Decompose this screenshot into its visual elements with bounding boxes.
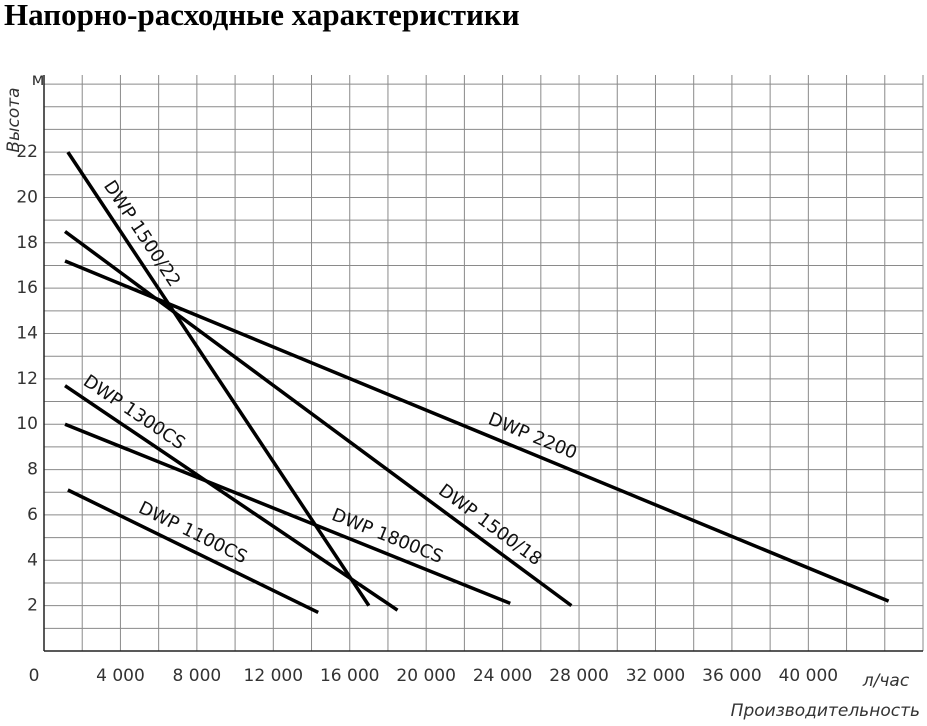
series-line bbox=[64, 422, 511, 606]
x-tick-label: 24 000 bbox=[473, 666, 532, 686]
series-line bbox=[67, 488, 319, 615]
series-label: DWP 1300CS bbox=[79, 371, 189, 454]
y-tick-label: 22 bbox=[16, 142, 38, 162]
x-tick-label: 40 000 bbox=[779, 666, 838, 686]
y-unit: м bbox=[32, 70, 45, 90]
x-tick-label: 8 000 bbox=[173, 666, 222, 686]
y-tick-label: 14 bbox=[16, 324, 38, 344]
series-line bbox=[63, 230, 573, 608]
x-tick-label: 0 bbox=[29, 666, 40, 686]
y-tick-label: 8 bbox=[27, 460, 38, 480]
y-tick-label: 18 bbox=[16, 233, 38, 253]
series-line bbox=[66, 151, 371, 607]
series-label: DWP 1500/18 bbox=[434, 480, 545, 570]
x-tick-label: 36 000 bbox=[702, 666, 761, 686]
x-tick-label: 20 000 bbox=[396, 666, 455, 686]
chart-title: Напорно-расходные характеристики bbox=[4, 0, 520, 32]
series-line bbox=[64, 259, 890, 603]
x-tick-label: 16 000 bbox=[320, 666, 379, 686]
y-tick-label: 20 bbox=[16, 187, 38, 207]
x-tick-label: 4 000 bbox=[96, 666, 145, 686]
series-line bbox=[64, 384, 399, 612]
x-tick-label: 32 000 bbox=[626, 666, 685, 686]
y-tick-label: 2 bbox=[27, 596, 38, 616]
y-tick-label: 4 bbox=[27, 550, 38, 570]
x-axis-label: Производительность bbox=[731, 701, 920, 721]
y-tick-label: 16 bbox=[16, 278, 38, 298]
y-tick-label: 6 bbox=[27, 505, 38, 525]
x-tick-label: 28 000 bbox=[549, 666, 608, 686]
y-tick-label: 10 bbox=[16, 414, 38, 434]
x-unit: л/час bbox=[862, 671, 910, 691]
x-tick-label: 12 000 bbox=[244, 666, 303, 686]
y-tick-label: 12 bbox=[16, 369, 38, 389]
y-axis-label: Высота bbox=[4, 87, 24, 152]
series-label: DWP 1500/22 bbox=[99, 177, 185, 291]
